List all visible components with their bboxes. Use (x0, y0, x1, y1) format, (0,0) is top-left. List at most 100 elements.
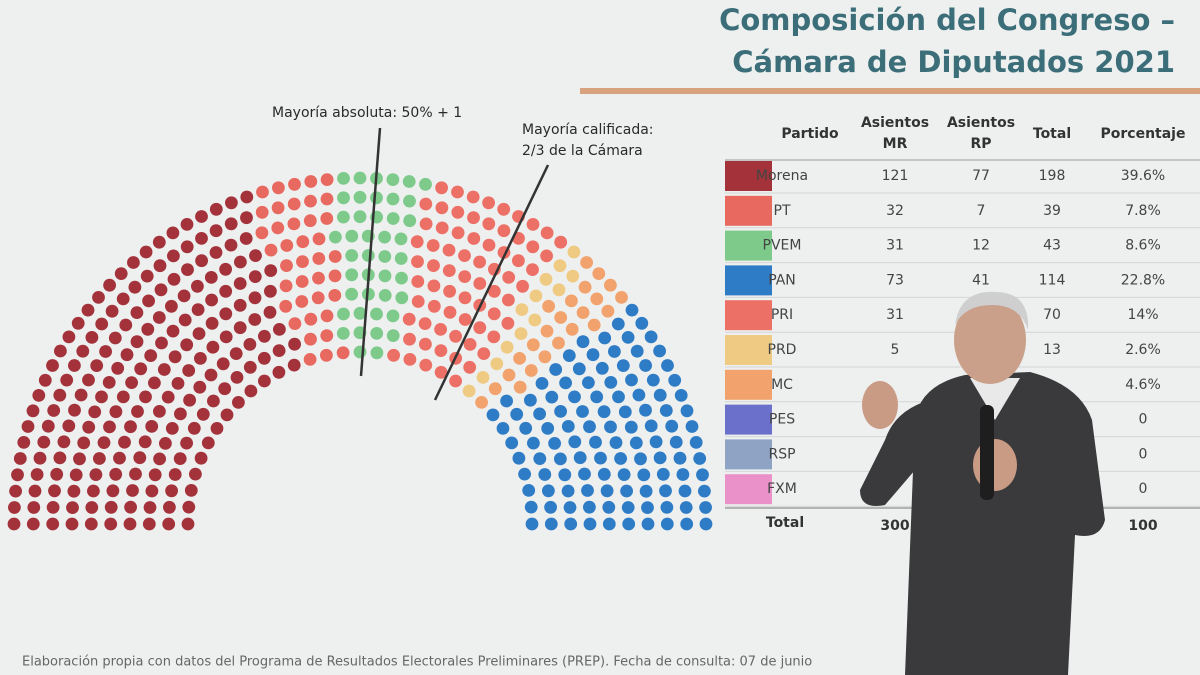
party-name: RSP (768, 446, 795, 462)
seat (473, 277, 487, 290)
seat (157, 363, 171, 376)
party-seats (486, 303, 713, 531)
total-cell: Total (766, 515, 804, 531)
seat (673, 451, 687, 465)
party-name: PVEM (763, 238, 802, 254)
seat (71, 316, 85, 330)
seat (689, 436, 703, 449)
seat (668, 373, 682, 387)
seat (224, 217, 238, 231)
seat (196, 407, 210, 421)
seat (559, 376, 572, 390)
column-header: RP (970, 136, 991, 152)
seat (258, 374, 271, 388)
seat (526, 218, 540, 231)
seat (524, 500, 538, 514)
seat (490, 357, 504, 371)
seat (458, 313, 472, 326)
seat (248, 291, 262, 305)
seat (458, 270, 472, 283)
seat (272, 365, 286, 379)
seat (216, 357, 230, 371)
seat (583, 500, 596, 514)
seat (674, 389, 688, 402)
seat (206, 340, 220, 354)
seat (328, 250, 342, 263)
seat (395, 291, 409, 305)
seat (621, 501, 635, 514)
seat (510, 407, 524, 421)
seat (143, 501, 157, 514)
seat (320, 348, 333, 362)
seat (612, 390, 625, 404)
seat (139, 245, 153, 259)
seat (219, 284, 233, 298)
party-name: FXM (767, 481, 797, 497)
seat (542, 299, 555, 313)
seat (77, 436, 91, 450)
cell: 0 (1139, 481, 1148, 497)
seat (320, 173, 334, 187)
seat (576, 405, 589, 418)
seat (565, 294, 578, 308)
seat (103, 278, 116, 292)
seat (38, 373, 52, 387)
seat (126, 256, 140, 269)
seat (312, 232, 326, 246)
cell: 31 (886, 307, 904, 323)
party-name: MC (771, 377, 793, 393)
seat (590, 292, 604, 306)
seat (328, 289, 342, 302)
seat (442, 243, 456, 257)
column-header: Asientos (861, 115, 929, 131)
annotation: 2/3 de la Cámara (522, 143, 643, 159)
seat (229, 347, 243, 360)
seat (109, 405, 123, 419)
seat (402, 175, 416, 188)
seat (142, 294, 156, 308)
seat (516, 279, 529, 293)
seat (529, 289, 543, 303)
seat (502, 368, 516, 382)
seat (462, 384, 476, 398)
hand (973, 439, 1017, 491)
seat (563, 501, 577, 514)
seat (145, 484, 159, 498)
seat (233, 277, 247, 290)
seat (544, 517, 558, 531)
party-swatch (725, 265, 772, 296)
seat (81, 303, 95, 317)
seat (288, 177, 301, 191)
seat (88, 405, 102, 419)
seat (443, 284, 456, 298)
seat (264, 264, 278, 277)
seat (243, 360, 257, 374)
qualified-line (433, 164, 550, 401)
seat (167, 272, 181, 286)
seat (97, 436, 111, 449)
seat (549, 363, 563, 376)
seat (320, 329, 334, 342)
seat (679, 501, 693, 514)
seat (180, 436, 194, 450)
seat (458, 291, 472, 305)
seat (304, 332, 317, 346)
seat (576, 335, 590, 349)
seat (182, 364, 196, 377)
seat (26, 517, 40, 531)
seat (602, 500, 616, 514)
seat (134, 362, 148, 376)
seat (602, 517, 616, 531)
seat (625, 373, 638, 387)
party-swatch (725, 404, 772, 435)
seat (561, 420, 575, 433)
seat (475, 396, 488, 409)
column-header: Porcentaje (1101, 126, 1186, 142)
cell: 43 (1043, 238, 1061, 254)
seat (590, 390, 604, 404)
seat (153, 405, 166, 418)
seat (502, 271, 516, 284)
column-header: Total (1033, 126, 1071, 142)
seat (345, 268, 359, 282)
seat (296, 235, 310, 249)
